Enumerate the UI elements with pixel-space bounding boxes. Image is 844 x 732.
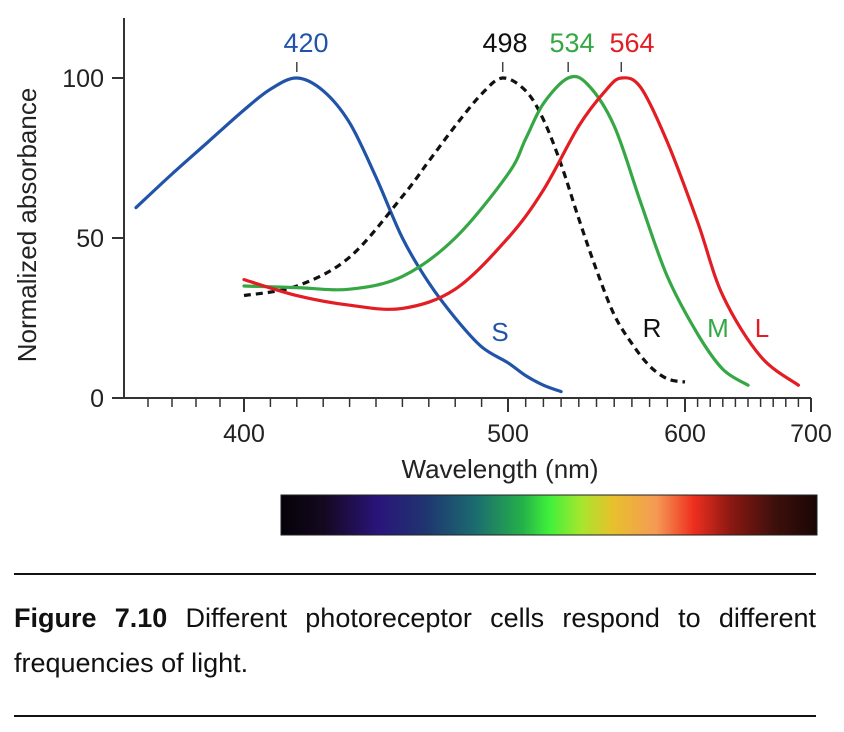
series-layer: 420 S 498 R 534 M 564 L [134,28,800,394]
curve-r [243,76,686,384]
peak-label-s: 420 [283,28,328,58]
x-axis: 400 500 600 700 [124,397,832,448]
curve-l [242,76,800,387]
absorbance-chart: 0 50 100 400 500 600 700 Normalized absorbanc… [12,18,832,536]
curve-s [134,76,563,394]
y-axis-title: Normalized absorbance [12,88,42,363]
x-tick-label: 700 [790,420,832,448]
x-tick-label: 600 [664,420,706,448]
peak-label-m: 534 [549,28,594,58]
curve-label-r: R [643,313,662,343]
figure-caption: Figure 7.10 Different photoreceptor cell… [14,596,816,686]
figure-label: Figure 7.10 [14,603,168,633]
x-tick-label: 400 [223,420,265,448]
y-axis: 0 50 100 [62,18,125,413]
curve-m [242,74,750,387]
caption-bottom-rule [14,715,816,717]
peak-label-r: 498 [482,28,527,58]
curve-label-s: S [491,317,508,347]
peak-label-l: 564 [609,28,654,58]
x-axis-title: Wavelength (nm) [402,454,599,484]
curve-label-m: M [707,313,729,343]
y-tick-label: 50 [76,225,104,253]
x-tick-label: 500 [487,420,529,448]
caption-text: Different photoreceptor cells respond to… [14,603,816,678]
caption-top-rule [14,573,816,575]
visible-spectrum-bar [280,494,818,536]
curve-label-l: L [755,313,769,343]
y-tick-label: 100 [62,65,104,93]
y-tick-label: 0 [90,385,104,413]
